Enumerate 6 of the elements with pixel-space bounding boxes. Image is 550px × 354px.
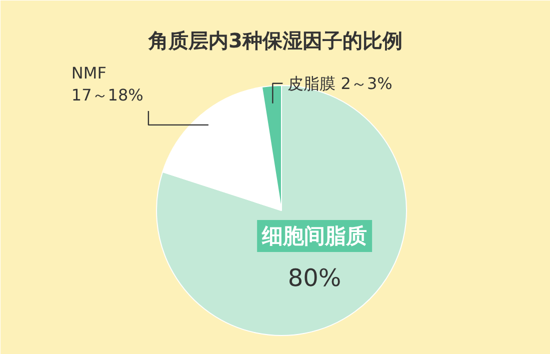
slice-label: NMF <box>71 63 106 82</box>
slice-label: 细胞间脂质 <box>261 224 368 248</box>
slice-label: 皮脂膜 2～3% <box>288 74 392 93</box>
data-label: 80% <box>288 264 342 292</box>
data-label: 17～18% <box>71 85 144 104</box>
chart-title: 角质层内3种保湿因子的比例 <box>148 28 402 52</box>
